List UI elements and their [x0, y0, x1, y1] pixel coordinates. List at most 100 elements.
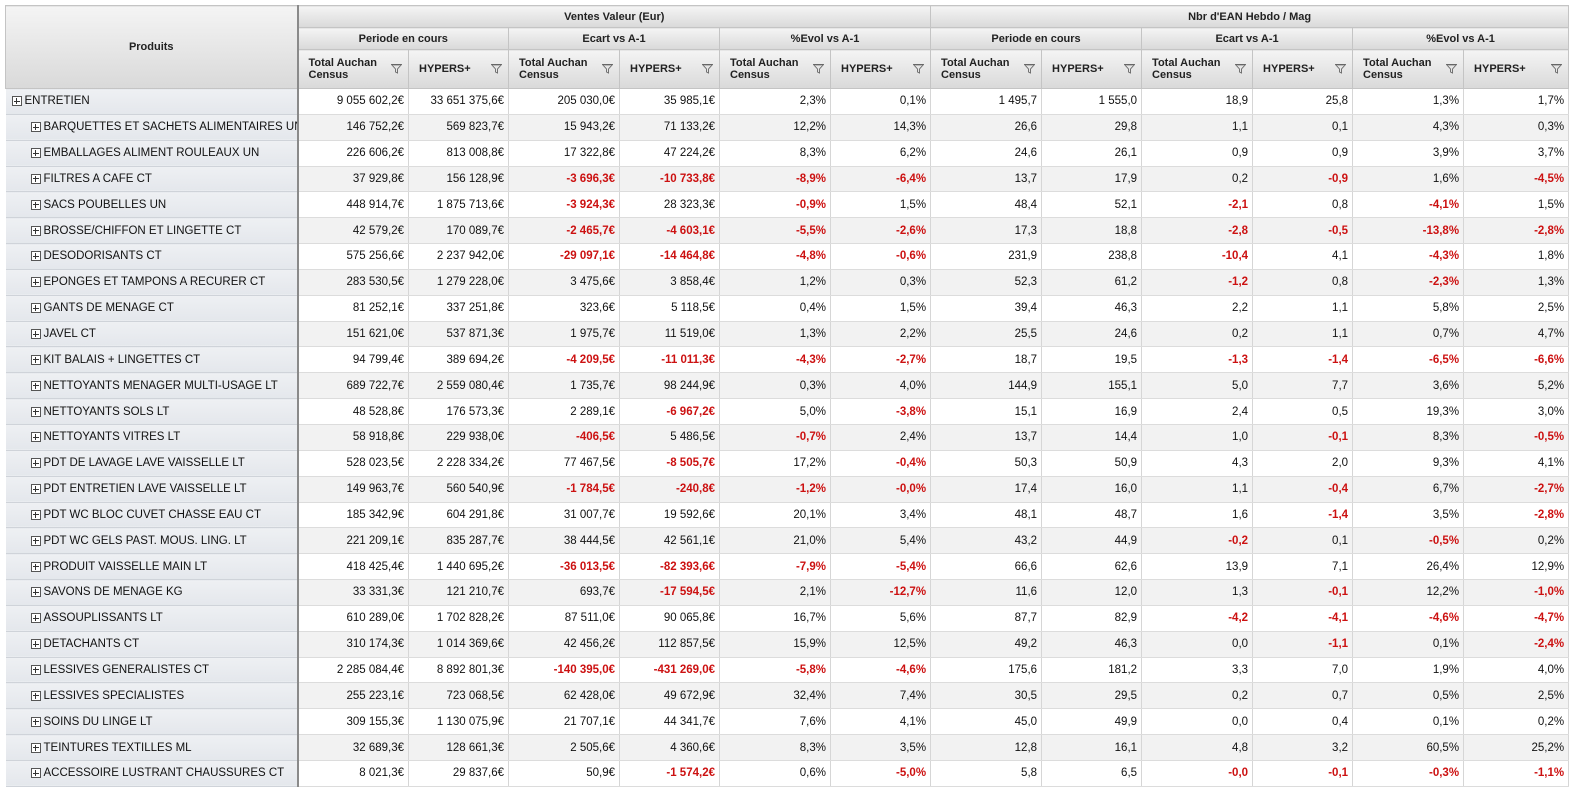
- column-header[interactable]: Total Auchan Census: [1352, 49, 1465, 89]
- expand-plus-icon[interactable]: [30, 664, 41, 675]
- value-cell: 5,0%: [719, 398, 831, 425]
- expand-plus-icon[interactable]: [30, 742, 41, 753]
- expand-plus-icon[interactable]: [30, 380, 41, 391]
- expand-plus-icon[interactable]: [30, 303, 41, 314]
- column-header-label: HYPERS+: [630, 63, 682, 75]
- expand-plus-icon[interactable]: [30, 199, 41, 210]
- table-row: JAVEL CT 151 621,0€ 537 871,3€ 1 975,7€ 11 5…: [5, 320, 1570, 348]
- column-header[interactable]: HYPERS+: [829, 49, 932, 89]
- product-label: LESSIVES SPECIALISTES: [43, 689, 185, 702]
- filter-icon[interactable]: [601, 64, 614, 74]
- value-cell: 1,3%: [719, 320, 831, 348]
- expand-plus-icon[interactable]: [30, 716, 41, 727]
- value-cell: -4,3%: [719, 346, 831, 374]
- expand-plus-icon[interactable]: [30, 329, 41, 339]
- value-cell: 48,4: [930, 191, 1043, 219]
- filter-icon[interactable]: [1334, 64, 1347, 74]
- value-cell: -8,9%: [719, 165, 831, 193]
- value-cell: 0,2%: [1463, 708, 1570, 736]
- expand-plus-icon[interactable]: [30, 561, 41, 572]
- column-header[interactable]: HYPERS+: [408, 49, 509, 89]
- value-cell: 13,7: [930, 423, 1043, 451]
- value-cell: -4 209,5€: [508, 346, 620, 374]
- value-cell: 2,2: [1141, 294, 1254, 322]
- expand-plus-icon[interactable]: [30, 354, 41, 365]
- filter-icon[interactable]: [1550, 64, 1563, 74]
- filter-icon[interactable]: [1123, 64, 1136, 74]
- value-cell: 3,4%: [830, 501, 932, 529]
- value-cell: 25,2%: [1463, 734, 1570, 761]
- value-cell: 29,8: [1041, 113, 1143, 141]
- value-cell: 18,9: [1141, 88, 1254, 115]
- product-label: JAVEL CT: [43, 328, 96, 340]
- value-cell: 43,2: [930, 527, 1043, 555]
- value-cell: -2,4%: [1463, 630, 1570, 658]
- expand-plus-icon[interactable]: [30, 122, 41, 133]
- expand-plus-icon[interactable]: [30, 458, 41, 469]
- value-cell: 4,3: [1141, 449, 1254, 477]
- expand-plus-icon[interactable]: [30, 225, 41, 236]
- expand-plus-icon[interactable]: [30, 768, 41, 779]
- expand-plus-icon[interactable]: [30, 613, 41, 624]
- expand-plus-icon[interactable]: [11, 96, 22, 107]
- expand-plus-icon[interactable]: [30, 277, 41, 288]
- value-cell: 1 495,7: [930, 88, 1043, 115]
- expand-plus-icon[interactable]: [30, 406, 41, 417]
- value-cell: 48 528,8€: [297, 398, 409, 425]
- column-header[interactable]: HYPERS+: [1252, 49, 1354, 89]
- value-cell: 0,2%: [1463, 527, 1570, 555]
- value-cell: 176 573,3€: [408, 398, 509, 425]
- value-cell: 238,8: [1041, 243, 1143, 270]
- product-label: NETTOYANTS VITRES LT: [43, 431, 181, 444]
- expand-plus-icon[interactable]: [30, 148, 41, 159]
- expand-plus-icon[interactable]: [30, 484, 41, 495]
- table-row: BROSSE/CHIFFON ET LINGETTE CT 42 579,2€ 17…: [5, 217, 1570, 245]
- expand-plus-icon[interactable]: [30, 587, 41, 598]
- column-header[interactable]: Total Auchan Census: [297, 49, 409, 89]
- product-cell: GANTS DE MENAGE CT: [5, 294, 299, 322]
- value-cell: 569 823,7€: [408, 113, 509, 141]
- value-cell: -1,1%: [1463, 759, 1570, 787]
- value-cell: 82,9: [1041, 604, 1143, 632]
- value-cell: 50,9: [1041, 449, 1143, 477]
- subgroup-header: Periode en cours: [930, 27, 1143, 50]
- expand-plus-icon[interactable]: [30, 251, 41, 262]
- column-header-label: HYPERS+: [1263, 63, 1315, 75]
- value-cell: 4,7%: [1463, 320, 1570, 348]
- filter-icon[interactable]: [701, 64, 714, 74]
- filter-icon[interactable]: [1445, 64, 1458, 74]
- value-cell: 15,9%: [719, 630, 831, 658]
- value-cell: 19,5: [1041, 346, 1143, 374]
- column-header[interactable]: HYPERS+: [1041, 49, 1143, 89]
- column-header[interactable]: Total Auchan Census: [719, 49, 831, 89]
- filter-icon[interactable]: [912, 64, 925, 74]
- column-header[interactable]: HYPERS+: [619, 49, 720, 89]
- filter-icon[interactable]: [390, 64, 403, 74]
- table-row: ENTRETIEN 9 055 602,2€ 33 651 375,6€ 205 03…: [5, 88, 1570, 115]
- value-cell: 1 555,0: [1041, 88, 1143, 115]
- value-cell: 0,2: [1141, 165, 1254, 193]
- value-cell: 181,2: [1041, 656, 1143, 684]
- value-cell: 44 341,7€: [619, 708, 720, 736]
- column-header[interactable]: HYPERS+: [1463, 49, 1570, 89]
- filter-icon[interactable]: [1234, 64, 1247, 74]
- column-header[interactable]: Total Auchan Census: [930, 49, 1043, 89]
- value-cell: -2,1: [1141, 191, 1254, 219]
- expand-plus-icon[interactable]: [30, 173, 41, 184]
- product-cell: PRODUIT VAISSELLE MAIN LT: [5, 553, 299, 581]
- expand-plus-icon[interactable]: [30, 690, 41, 701]
- expand-plus-icon[interactable]: [30, 639, 41, 650]
- filter-icon[interactable]: [1023, 64, 1036, 74]
- column-header[interactable]: Total Auchan Census: [508, 49, 620, 89]
- value-cell: 310 174,3€: [297, 630, 409, 658]
- filter-icon[interactable]: [490, 64, 503, 74]
- expand-plus-icon[interactable]: [30, 509, 41, 520]
- value-cell: 0,8: [1252, 191, 1354, 219]
- filter-icon[interactable]: [812, 64, 825, 74]
- expand-plus-icon[interactable]: [30, 535, 41, 546]
- product-label: PDT WC GELS PAST. MOUS. LING. LT: [43, 534, 247, 547]
- column-header[interactable]: Total Auchan Census: [1141, 49, 1254, 89]
- table-row: TEINTURES TEXTILLES ML 32 689,3€ 128 661,3…: [5, 734, 1570, 761]
- expand-plus-icon[interactable]: [30, 432, 41, 443]
- product-cell: BROSSE/CHIFFON ET LINGETTE CT: [5, 217, 299, 245]
